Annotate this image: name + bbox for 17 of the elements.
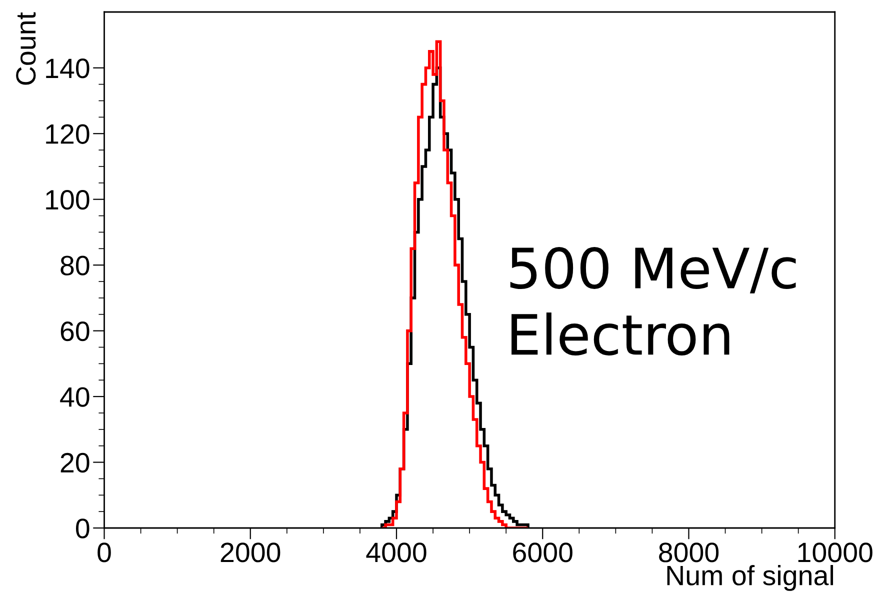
y-tick-label: 0 bbox=[76, 518, 90, 538]
y-tick-label: 20 bbox=[60, 452, 90, 473]
y-tick-label: 140 bbox=[46, 58, 90, 78]
x-tick-label: 10000 bbox=[798, 542, 872, 562]
y-tick-label: 100 bbox=[46, 190, 90, 210]
x-axis-title: Num of signal bbox=[667, 565, 834, 591]
y-tick-label: 120 bbox=[46, 124, 90, 144]
x-tick-label: 6000 bbox=[513, 542, 572, 562]
y-tick-label: 40 bbox=[60, 387, 90, 407]
x-tick-label: 4000 bbox=[366, 542, 426, 562]
x-tick-label: 8000 bbox=[659, 542, 719, 562]
y-tick-label: 80 bbox=[60, 256, 90, 276]
y-axis-title: Count bbox=[16, 12, 36, 85]
y-tick-label: 60 bbox=[60, 321, 90, 342]
x-tick-label: 0 bbox=[98, 542, 111, 562]
annotation: 500 MeV/c Electron bbox=[510, 247, 796, 356]
x-tick-label: 2000 bbox=[220, 542, 280, 562]
